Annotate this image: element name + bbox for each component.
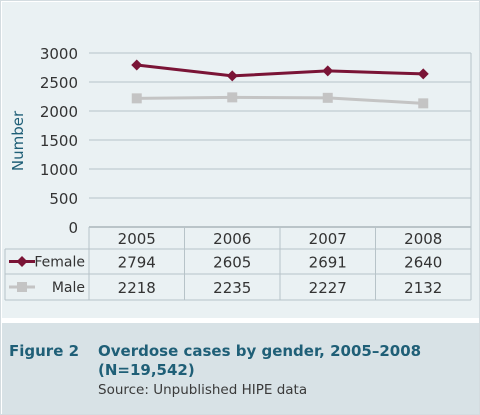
legend-label-female: Female — [34, 255, 85, 271]
data-label: 2794 — [118, 254, 156, 272]
line-chart: 0 500 1000 1500 2000 2500 3000 Number 2005 2006 20… — [4, 45, 472, 301]
caption-band — [2, 323, 479, 414]
legend-label-male: Male — [52, 280, 85, 296]
y-tick-label: 1000 — [40, 161, 78, 179]
x-tick-label: 2006 — [213, 230, 251, 248]
data-point-female — [322, 65, 334, 77]
y-tick-label: 0 — [68, 219, 78, 237]
y-tick-label: 2000 — [40, 103, 78, 121]
series-line-male — [136, 95, 424, 105]
data-point-male — [227, 92, 238, 103]
figure-label: Figure 2 — [9, 342, 80, 360]
y-axis-label: Number — [9, 110, 27, 171]
data-point-male — [418, 98, 429, 109]
data-label: 2132 — [404, 279, 442, 297]
data-point-male — [131, 93, 142, 104]
legend-key-marker-male — [17, 282, 27, 292]
figure-source: Source: Unpublished HIPE data — [98, 382, 308, 398]
data-label: 2218 — [118, 279, 156, 297]
data-point-female — [226, 70, 238, 82]
y-tick-label: 500 — [49, 190, 78, 208]
data-point-female — [417, 68, 429, 80]
data-point-male — [322, 92, 333, 103]
y-tick-label: 1500 — [40, 132, 78, 150]
x-tick-label: 2005 — [118, 230, 156, 248]
data-label: 2605 — [213, 254, 251, 272]
legend-key-marker-female — [16, 256, 28, 267]
data-label: 2227 — [309, 279, 347, 297]
data-label: 2235 — [213, 279, 251, 297]
figure-title: Overdose cases by gender, 2005–2008 (N=1… — [98, 342, 422, 379]
data-label: 2691 — [309, 254, 347, 272]
series-line-female — [136, 63, 424, 78]
x-tick-label: 2007 — [309, 230, 347, 248]
chart-panel — [2, 2, 479, 318]
x-tick-label: 2008 — [404, 230, 442, 248]
y-tick-label: 2500 — [40, 74, 78, 92]
data-label: 2640 — [404, 254, 442, 272]
data-point-female — [131, 59, 143, 71]
y-tick-label: 3000 — [40, 45, 78, 63]
